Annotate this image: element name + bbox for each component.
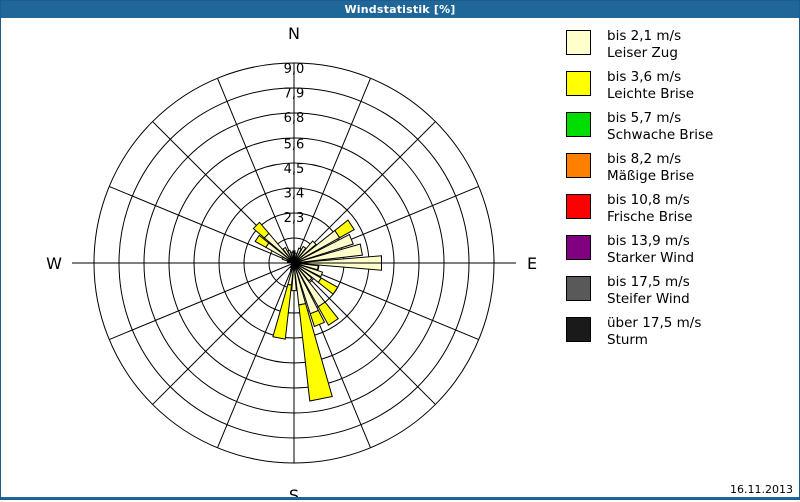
footer-divider <box>1 497 799 499</box>
grid-spoke <box>294 122 435 263</box>
legend-swatch <box>566 30 591 55</box>
grid-spoke <box>109 186 294 263</box>
radial-tick-label: 5,6 <box>284 138 305 153</box>
legend-swatch <box>566 153 591 178</box>
legend-name: Mäßige Brise <box>607 168 694 185</box>
legend-speed: bis 8,2 m/s <box>607 151 694 168</box>
legend-name: Leiser Zug <box>607 45 681 62</box>
legend-name: Leichte Brise <box>607 86 694 103</box>
radial-tick-label: 2,3 <box>284 211 305 226</box>
legend-speed: bis 5,7 m/s <box>607 110 713 127</box>
legend-speed: über 17,5 m/s <box>607 315 701 332</box>
legend-swatch <box>566 235 591 260</box>
legend-swatch <box>566 194 591 219</box>
legend-speed: bis 17,5 m/s <box>607 274 690 291</box>
grid-spoke <box>153 263 294 404</box>
footer-date: 16.11.2013 <box>730 483 793 496</box>
window-title: Windstatistik [%] <box>344 3 455 16</box>
legend-speed: bis 3,6 m/s <box>607 69 694 86</box>
legend-swatch <box>566 276 591 301</box>
window-title-bar: Windstatistik [%] <box>1 1 799 18</box>
legend-name: Sturm <box>607 332 701 349</box>
compass-label-east: E <box>527 254 537 273</box>
radial-tick-label: 7,9 <box>284 86 305 101</box>
legend-swatch <box>566 71 591 96</box>
radial-tick-label: 3,4 <box>284 186 305 201</box>
radial-axis: 2,3 3,4 4,5 5,6 6,8 7,9 9,0 <box>72 62 516 263</box>
radial-tick-label: 6,8 <box>284 111 305 126</box>
wind-rose-petal-segment <box>335 220 354 238</box>
wind-rose-petal-segment <box>318 278 337 294</box>
legend-name: Steifer Wind <box>607 291 690 308</box>
legend-speed: bis 10,8 m/s <box>607 192 693 209</box>
radial-tick-label: 9,0 <box>284 62 305 77</box>
legend-name: Frische Brise <box>607 209 693 226</box>
compass-label-north: N <box>288 24 300 43</box>
grid-spoke <box>109 263 294 340</box>
legend-speed: bis 2,1 m/s <box>607 28 681 45</box>
petals <box>253 220 381 401</box>
grid-spoke <box>217 263 294 448</box>
legend-swatch <box>566 112 591 137</box>
legend-speed: bis 13,9 m/s <box>607 233 694 250</box>
legend-swatch <box>566 317 591 342</box>
legend-name: Schwache Brise <box>607 127 713 144</box>
grid-spoke <box>217 78 294 263</box>
compass-label-west: W <box>46 254 62 273</box>
radial-tick-label: 4,5 <box>284 162 305 177</box>
legend-name: Starker Wind <box>607 250 694 267</box>
